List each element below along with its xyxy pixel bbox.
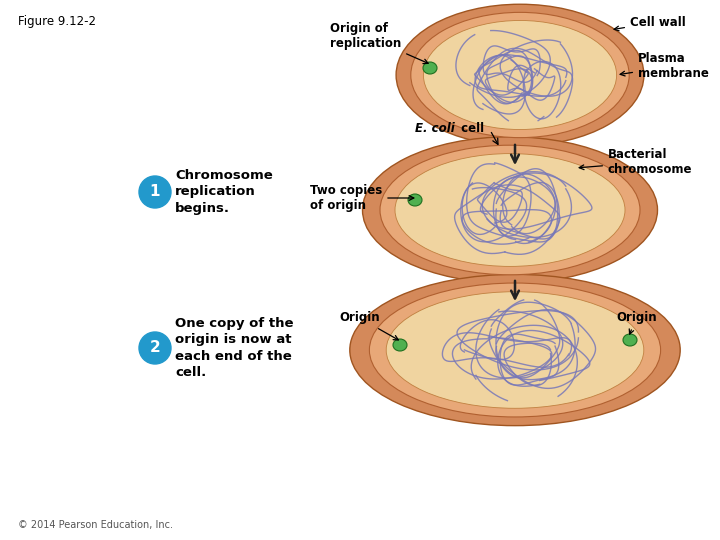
Text: Cell wall: Cell wall bbox=[614, 16, 685, 31]
Text: Figure 9.12-2: Figure 9.12-2 bbox=[18, 15, 96, 28]
Ellipse shape bbox=[395, 153, 625, 266]
Ellipse shape bbox=[423, 21, 616, 130]
Text: E. coli: E. coli bbox=[415, 122, 455, 134]
Ellipse shape bbox=[423, 62, 437, 74]
Ellipse shape bbox=[623, 334, 637, 346]
Text: Bacterial
chromosome: Bacterial chromosome bbox=[579, 148, 693, 176]
Ellipse shape bbox=[350, 274, 680, 426]
Ellipse shape bbox=[393, 339, 407, 351]
Ellipse shape bbox=[411, 12, 629, 138]
Ellipse shape bbox=[396, 4, 644, 146]
Ellipse shape bbox=[362, 137, 657, 283]
Text: 2: 2 bbox=[150, 341, 161, 355]
Text: © 2014 Pearson Education, Inc.: © 2014 Pearson Education, Inc. bbox=[18, 520, 173, 530]
Text: Chromosome
replication
begins.: Chromosome replication begins. bbox=[175, 169, 273, 215]
Text: Origin: Origin bbox=[339, 312, 398, 340]
Ellipse shape bbox=[369, 283, 661, 417]
Ellipse shape bbox=[408, 194, 422, 206]
Text: Plasma
membrane: Plasma membrane bbox=[620, 52, 709, 80]
Circle shape bbox=[139, 332, 171, 364]
Circle shape bbox=[139, 176, 171, 208]
Text: Origin: Origin bbox=[616, 312, 657, 334]
Text: cell: cell bbox=[457, 122, 484, 134]
Text: One copy of the
origin is now at
each end of the
cell.: One copy of the origin is now at each en… bbox=[175, 317, 294, 379]
Text: Two copies
of origin: Two copies of origin bbox=[310, 184, 414, 212]
Ellipse shape bbox=[386, 292, 644, 408]
Text: Origin of
replication: Origin of replication bbox=[330, 22, 428, 64]
Ellipse shape bbox=[380, 145, 640, 275]
Text: 1: 1 bbox=[150, 185, 161, 199]
